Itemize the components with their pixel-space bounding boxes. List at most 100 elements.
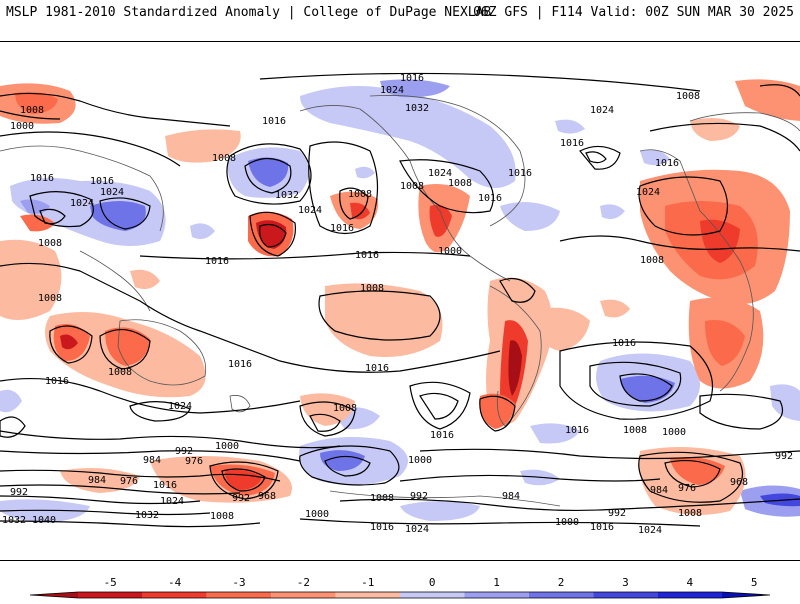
colorbar-tick-label: -2 xyxy=(297,576,310,589)
isobar-label: 1000 xyxy=(555,517,579,528)
colorbar-arrow-right xyxy=(722,592,770,598)
map-title: MSLP 1981-2010 Standardized Anomaly | Co… xyxy=(6,5,492,20)
isobar-label: 1016 xyxy=(478,193,502,204)
isobar-label: 1032 xyxy=(275,190,299,201)
isobar-label: 1024 xyxy=(636,187,660,198)
isobar-label: 984 xyxy=(502,491,520,502)
colorbar-bin-positive xyxy=(657,592,722,598)
isobar-label: 1000 xyxy=(438,246,462,257)
colorbar-bin-negative xyxy=(206,592,272,598)
isobar-label: 1024 xyxy=(405,524,429,535)
isobar-label: 1016 xyxy=(365,363,389,374)
isobar-label: 1008 xyxy=(348,189,372,200)
isobar-label: 1008 xyxy=(38,238,62,249)
isobar-label: 1024 xyxy=(168,401,192,412)
anomaly-colorbar: -5 -4 -3 -2 -1 0 1 2 3 4 5 xyxy=(0,562,800,600)
isobar-label: 1016 xyxy=(153,480,177,491)
colorbar-bin-positive xyxy=(593,592,658,598)
isobar-label: 968 xyxy=(258,491,276,502)
isobar-label: 1008 xyxy=(212,153,236,164)
isobar-label: 1008 xyxy=(676,91,700,102)
isobar-label: 1000 xyxy=(305,509,329,520)
isobar-label: 1024 xyxy=(590,105,614,116)
isobar-label: 1024 xyxy=(428,168,452,179)
isobar-label: 1008 xyxy=(333,403,357,414)
mslp-anomaly-map: 1016 1008 1000 1024 1032 1024 1016 1008 … xyxy=(0,41,800,561)
isobar-label: 976 xyxy=(185,456,203,467)
isobar-label: 1024 xyxy=(638,525,662,536)
isobar-label: 1032 xyxy=(405,103,429,114)
isobar-label: 992 xyxy=(410,491,428,502)
positive-anomaly-areas xyxy=(0,79,800,523)
isobar-label: 1040 xyxy=(32,515,56,526)
colorbar-tick-label: -5 xyxy=(104,576,117,589)
isobar-label: 984 xyxy=(88,475,106,486)
isobar-label: 984 xyxy=(143,455,161,466)
isobar-label: 1024 xyxy=(70,198,94,209)
isobar-label: 1008 xyxy=(370,493,394,504)
isobar-label: 992 xyxy=(775,451,793,462)
isobar-label: 1000 xyxy=(408,455,432,466)
isobar-label: 1016 xyxy=(560,138,584,149)
isobar-label: 1016 xyxy=(370,522,394,533)
coastlines xyxy=(0,95,800,507)
isobar-label: 1016 xyxy=(612,338,636,349)
colorbar-bin-positive xyxy=(464,592,529,598)
isobar-label: 1024 xyxy=(298,205,322,216)
isobar-label: 976 xyxy=(678,483,696,494)
isobar-label: 1016 xyxy=(355,250,379,261)
colorbar-bin-positive xyxy=(400,592,465,598)
colorbar-bin-negative xyxy=(271,592,336,598)
isobar-label: 1016 xyxy=(228,359,252,370)
header: MSLP 1981-2010 Standardized Anomaly | Co… xyxy=(0,0,800,40)
isobar-label: 968 xyxy=(730,477,748,488)
isobar-contours xyxy=(0,72,800,528)
isobar-label: 1016 xyxy=(262,116,286,127)
isobar-label: 1008 xyxy=(360,283,384,294)
isobar-label: 1016 xyxy=(205,256,229,267)
colorbar-tick-label: -4 xyxy=(168,576,182,589)
isobar-label: 1008 xyxy=(640,255,664,266)
isobar-label: 1008 xyxy=(108,367,132,378)
colorbar-tick-label: 5 xyxy=(751,576,758,589)
isobar-label: 1008 xyxy=(38,293,62,304)
isobar-label: 1008 xyxy=(20,105,44,116)
colorbar-tick-label: 3 xyxy=(622,576,629,589)
isobar-label: 976 xyxy=(120,476,138,487)
isobar-label: 1008 xyxy=(400,181,424,192)
isobar-label: 1008 xyxy=(623,425,647,436)
colorbar-arrow-left xyxy=(30,592,78,598)
isobar-label: 1024 xyxy=(160,496,184,507)
isobar-label: 1016 xyxy=(430,430,454,441)
isobar-label: 1008 xyxy=(210,511,234,522)
isobar-label: 1016 xyxy=(90,176,114,187)
colorbar-bin-negative xyxy=(78,592,143,598)
isobar-label: 1008 xyxy=(448,178,472,189)
isobar-label: 1016 xyxy=(330,223,354,234)
colorbar-tick-label: 2 xyxy=(558,576,565,589)
isobar-label: 992 xyxy=(232,493,250,504)
isobar-label: 1016 xyxy=(590,522,614,533)
isobar-label: 1000 xyxy=(662,427,686,438)
colorbar-tick-label: 0 xyxy=(429,576,436,589)
isobar-label: 1016 xyxy=(30,173,54,184)
isobar-label: 1024 xyxy=(380,85,404,96)
isobar-label: 1024 xyxy=(100,187,124,198)
colorbar-tick-label: -3 xyxy=(232,576,245,589)
isobar-label: 1016 xyxy=(655,158,679,169)
isobar-label: 1000 xyxy=(215,441,239,452)
colorbar-canvas: -5 -4 -3 -2 -1 0 1 2 3 4 5 xyxy=(29,576,771,599)
colorbar-bin-positive xyxy=(528,592,594,598)
isobar-label: 1016 xyxy=(400,73,424,84)
map-canvas: 1016 1008 1000 1024 1032 1024 1016 1008 … xyxy=(0,42,800,560)
isobar-label: 992 xyxy=(608,508,626,519)
isobar-label: 1016 xyxy=(565,425,589,436)
isobar-label: 992 xyxy=(175,446,193,457)
run-info: 06Z GFS | F114 Valid: 00Z SUN MAR 30 202… xyxy=(473,5,794,20)
isobar-label: 1008 xyxy=(678,508,702,519)
isobar-labels: 1016 1008 1000 1024 1032 1024 1016 1008 … xyxy=(2,73,793,536)
colorbar-tick-label: 1 xyxy=(493,576,500,589)
colorbar-tick-label: -1 xyxy=(361,576,374,589)
isobar-label: 1032 xyxy=(135,510,159,521)
isobar-label: 1000 xyxy=(10,121,34,132)
